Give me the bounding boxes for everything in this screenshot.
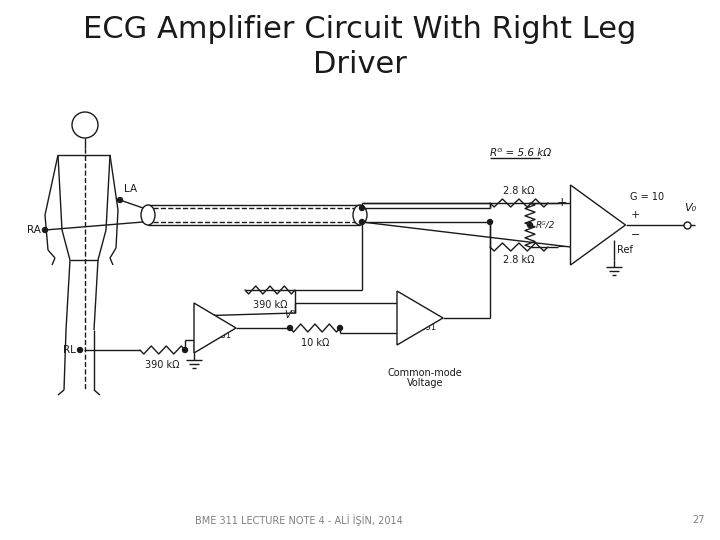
Text: 27: 27 <box>693 515 705 525</box>
Text: Rᴳ = 5.6 kΩ: Rᴳ = 5.6 kΩ <box>490 148 551 158</box>
Circle shape <box>685 223 689 227</box>
Ellipse shape <box>353 205 367 225</box>
Polygon shape <box>194 303 236 353</box>
Text: 2.8 kΩ: 2.8 kΩ <box>503 255 535 265</box>
Circle shape <box>287 326 292 330</box>
Text: G = 10: G = 10 <box>631 192 665 202</box>
Text: 1/2: 1/2 <box>408 303 422 313</box>
Text: Rᴳ/2: Rᴳ/2 <box>536 220 555 230</box>
Text: −: − <box>557 240 567 253</box>
Text: Common-mode: Common-mode <box>387 368 462 378</box>
Text: INA128: INA128 <box>580 220 613 230</box>
Text: ECG Amplifier Circuit With Right Leg: ECG Amplifier Circuit With Right Leg <box>84 15 636 44</box>
Circle shape <box>487 219 492 225</box>
Circle shape <box>72 112 98 138</box>
Circle shape <box>117 198 122 202</box>
Ellipse shape <box>141 205 155 225</box>
Circle shape <box>359 219 364 225</box>
Text: −: − <box>193 309 203 322</box>
Text: Vᴳ: Vᴳ <box>284 310 296 320</box>
Text: Voltage: Voltage <box>407 378 444 388</box>
Text: OPA2131: OPA2131 <box>194 332 232 341</box>
Text: −: − <box>631 230 640 240</box>
Circle shape <box>338 326 343 330</box>
Text: +: + <box>396 298 406 310</box>
Text: RA: RA <box>27 225 41 235</box>
Text: BME 311 LECTURE NOTE 4 - ALİ İŞİN, 2014: BME 311 LECTURE NOTE 4 - ALİ İŞİN, 2014 <box>195 514 402 526</box>
Text: LA: LA <box>124 184 137 194</box>
Circle shape <box>42 227 48 233</box>
Polygon shape <box>570 185 626 265</box>
Text: 390 kΩ: 390 kΩ <box>145 360 180 370</box>
Text: 1/2: 1/2 <box>203 314 217 322</box>
Circle shape <box>182 348 187 353</box>
Text: +: + <box>631 210 640 220</box>
Circle shape <box>78 348 83 353</box>
Text: V₀: V₀ <box>684 203 696 213</box>
Text: OPA2131: OPA2131 <box>399 323 437 333</box>
Text: 2.8 kΩ: 2.8 kΩ <box>503 186 535 196</box>
Text: RL: RL <box>63 345 76 355</box>
Text: Ref: Ref <box>618 245 634 255</box>
Polygon shape <box>397 291 443 345</box>
Circle shape <box>359 206 364 211</box>
Text: 390 kΩ: 390 kΩ <box>253 300 287 310</box>
Text: Driver: Driver <box>313 50 407 79</box>
Circle shape <box>528 222 533 227</box>
Text: +: + <box>193 334 203 347</box>
Text: +: + <box>557 197 567 210</box>
Text: 10 kΩ: 10 kΩ <box>301 338 329 348</box>
Text: −: − <box>396 326 406 339</box>
